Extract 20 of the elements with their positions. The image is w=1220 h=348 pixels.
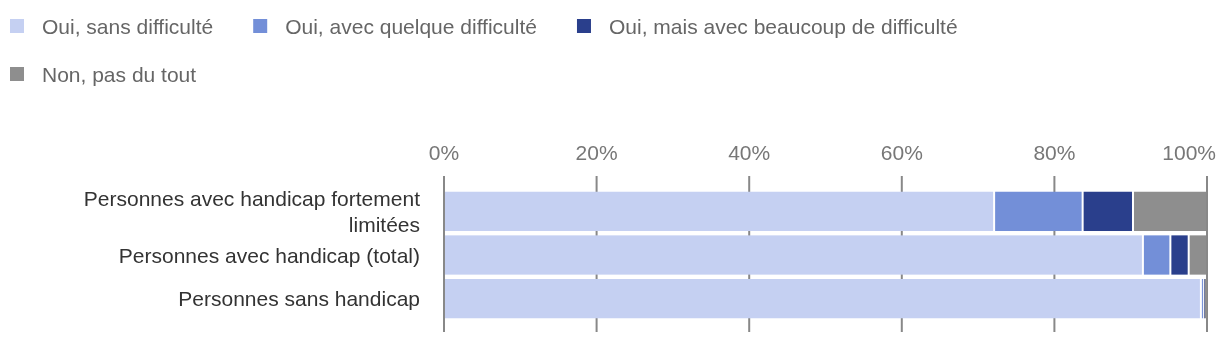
x-tick-label: 100% (1162, 141, 1216, 164)
x-tick-label: 60% (880, 141, 923, 164)
legend-label: Oui, mais avec beaucoup de difficulté (608, 14, 958, 38)
y-tick-label: Personnes avec handicap (total) (118, 243, 420, 267)
bar (1143, 235, 1170, 275)
legend-label: Non, pas du tout (42, 62, 197, 86)
y-tick-label: Personnes avec handicap fortement limitées (83, 186, 421, 236)
bar (995, 191, 1082, 232)
bar (445, 191, 994, 232)
y-tick-label: Personnes sans handicap (178, 287, 420, 311)
x-tick-label: 20% (575, 141, 618, 164)
bar (1171, 235, 1188, 275)
legend-label: Oui, sans difficulté (42, 14, 214, 38)
x-tick-label: 80% (1033, 141, 1076, 164)
legend-label: Oui, avec quelque difficulté (285, 14, 537, 38)
x-tick-label: 40% (728, 141, 771, 164)
bar (445, 278, 1200, 319)
x-tick-label: 0% (428, 141, 460, 164)
bar (445, 235, 1142, 275)
bar (1083, 191, 1132, 232)
